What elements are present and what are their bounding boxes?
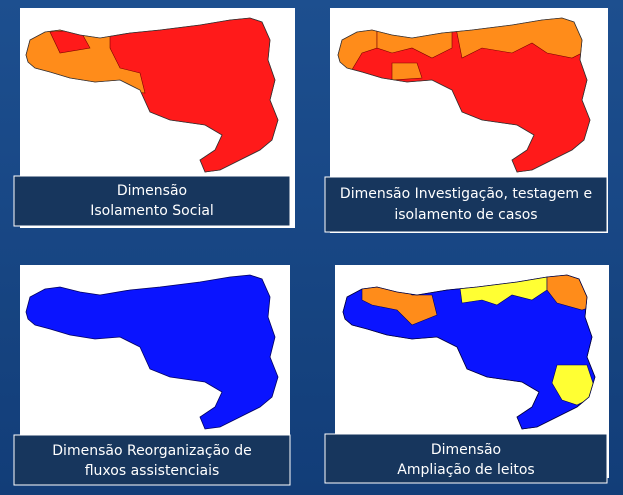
caption-line: Dimensão	[431, 442, 501, 458]
caption-line: isolamento de casos	[394, 207, 537, 223]
caption-box	[324, 433, 608, 484]
caption-box	[13, 434, 291, 486]
caption-line: Dimensão	[117, 183, 187, 199]
panel: Dimensão Isolamento Social	[13, 8, 295, 228]
panel: Dimensão Investigação, testagem e isolam…	[324, 8, 608, 233]
caption-line: Dimensão Reorganização de	[52, 443, 251, 459]
caption-line: Ampliação de leitos	[397, 462, 534, 478]
caption-line: Isolamento Social	[90, 203, 214, 219]
caption-line: fluxos assistenciais	[85, 463, 220, 479]
panel: Dimensão Reorganização de fluxos assiste…	[13, 265, 291, 486]
caption-box	[13, 175, 291, 227]
caption-line: Dimensão Investigação, testagem e	[340, 186, 592, 202]
caption-box	[324, 176, 608, 233]
panel: Dimensão Ampliação de leitos	[324, 265, 609, 484]
